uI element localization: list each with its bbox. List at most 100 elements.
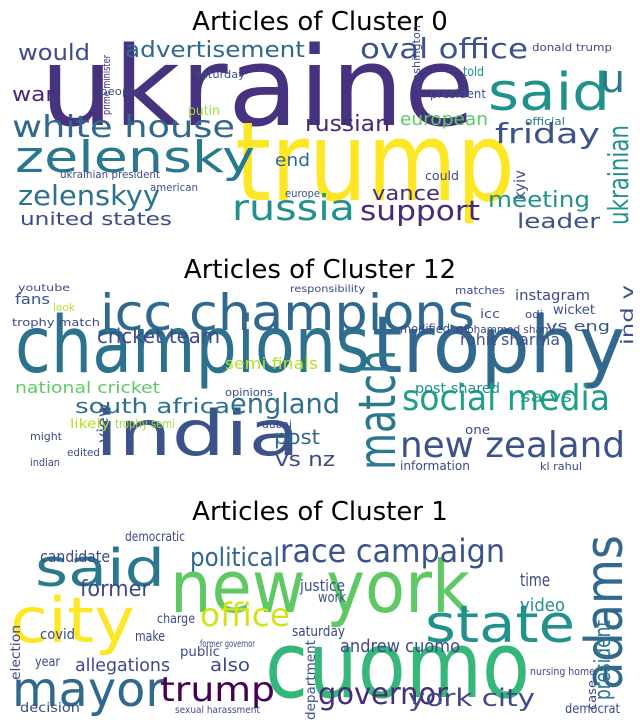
word: said — [488, 63, 610, 123]
word: covid — [40, 627, 75, 643]
word: support — [360, 194, 480, 227]
word: sexual harassment — [175, 705, 260, 716]
word: end — [275, 150, 310, 171]
word: andrew cuomo — [340, 636, 460, 657]
word: icc champions — [100, 284, 475, 342]
word: trophy — [372, 301, 625, 391]
word: allegations — [75, 655, 170, 676]
word: look — [53, 301, 76, 314]
word: kyiv — [511, 170, 529, 200]
word: ukrainian — [602, 125, 635, 225]
word: state — [425, 595, 575, 655]
word: people — [100, 85, 140, 98]
word: sa vs — [520, 388, 572, 406]
panel-title: Articles of Cluster 12 — [184, 255, 456, 285]
word: fans — [15, 292, 50, 308]
word: trophy match — [12, 316, 100, 329]
word: post shared — [415, 381, 500, 397]
word: matches — [455, 284, 505, 297]
word: case — [585, 680, 599, 710]
word: mayor — [12, 662, 165, 718]
word: putin — [188, 104, 220, 119]
word: election — [9, 625, 24, 680]
word: trump — [235, 98, 515, 226]
word: u — [600, 57, 625, 101]
word: new zealand — [400, 425, 625, 466]
word: justice — [299, 576, 345, 595]
word: said — [35, 539, 165, 599]
word: city — [10, 584, 135, 657]
panel-title: Articles of Cluster 0 — [192, 7, 448, 37]
word: might — [30, 430, 63, 443]
word: modified — [400, 322, 450, 336]
word: vs nz — [275, 447, 335, 471]
word: political — [190, 543, 280, 573]
word: white house — [12, 110, 235, 145]
word: united states — [20, 209, 172, 230]
word: vance — [372, 181, 440, 205]
word: zelenskyy — [18, 179, 160, 212]
word: youtube — [18, 283, 70, 294]
word: time — [520, 570, 550, 591]
word: advertisement — [125, 38, 305, 63]
word: make — [135, 629, 165, 645]
word: friday — [495, 117, 600, 150]
word: prime minister — [100, 55, 113, 115]
word: mohammed shami — [457, 323, 555, 336]
word: trump — [160, 670, 275, 710]
word: likely — [70, 417, 110, 432]
word: dubai — [262, 418, 292, 431]
word: cricket team — [97, 324, 220, 348]
word: england — [230, 387, 340, 420]
word: odi — [525, 308, 543, 321]
word: year — [35, 655, 61, 670]
word: vs eng — [546, 319, 610, 335]
word: one — [465, 423, 490, 437]
word: war — [12, 82, 56, 106]
word: race campaign — [280, 532, 505, 570]
word: ukrainian president — [60, 168, 161, 181]
word: kl rahul — [540, 460, 582, 473]
word: donald trump — [532, 41, 612, 54]
word: official — [525, 115, 565, 128]
word: meeting — [488, 188, 590, 213]
word: nursing home — [530, 665, 595, 678]
word: washington — [410, 25, 423, 90]
word: york city — [408, 684, 535, 712]
word: south africa — [75, 394, 230, 418]
word: governor — [318, 677, 449, 712]
word: opinions — [225, 386, 273, 399]
word: could — [425, 169, 459, 183]
word: icc — [480, 307, 500, 321]
word: democratic — [125, 530, 185, 545]
word: former governor — [200, 639, 256, 650]
word: video — [520, 595, 565, 616]
word: rohit sharma — [460, 330, 560, 349]
word: new york — [170, 545, 470, 629]
word: ukraine — [40, 23, 475, 151]
word: public — [180, 645, 220, 660]
word: india — [95, 397, 300, 470]
word: post — [274, 425, 320, 449]
word: president — [591, 620, 616, 700]
word: president — [430, 87, 486, 101]
word: oval office — [360, 32, 528, 65]
panel-title: Articles of Cluster 1 — [192, 497, 448, 527]
word: responsibility — [290, 284, 365, 295]
word: cuomo — [265, 612, 530, 719]
word: told — [463, 65, 484, 80]
word: instagram — [515, 288, 590, 304]
word: leader — [517, 209, 601, 233]
word: charge — [157, 612, 195, 627]
word: europe — [285, 187, 320, 200]
word: national cricket — [15, 378, 160, 397]
word: view — [94, 403, 112, 443]
word: match — [348, 350, 408, 470]
word: office — [200, 596, 290, 634]
word: work — [318, 590, 347, 606]
word: saturday — [292, 624, 345, 640]
word: zelensky — [15, 132, 255, 183]
word: russian — [305, 112, 390, 137]
